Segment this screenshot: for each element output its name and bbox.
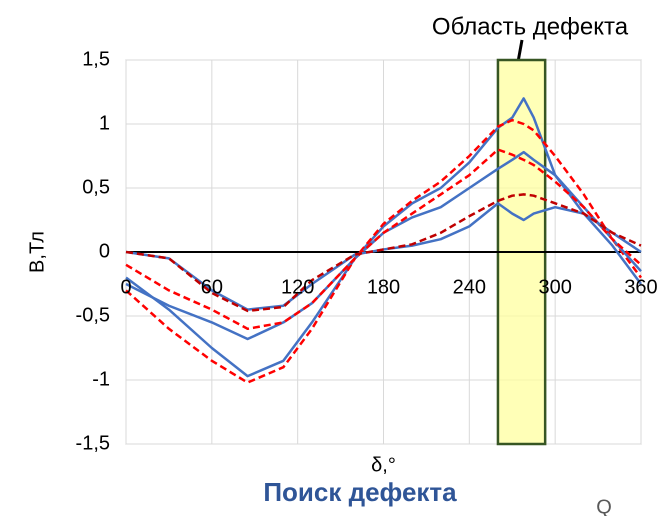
y-axis-label: В,Тл — [26, 231, 48, 273]
x-tick-label: 120 — [281, 276, 314, 298]
chart-title: Поиск дефекта — [263, 477, 457, 507]
x-tick-label: 180 — [367, 276, 400, 298]
series-line — [125, 148, 642, 331]
corner-text: Q — [596, 496, 612, 516]
y-tick-label: -1,5 — [76, 432, 110, 454]
x-tick-label: 300 — [538, 276, 571, 298]
x-tick-label: 60 — [201, 276, 223, 298]
annotation-marker — [516, 39, 524, 63]
y-tick-label: 0,5 — [82, 176, 110, 198]
y-tick-label: 1,5 — [82, 48, 110, 70]
y-tick-label: -1 — [92, 368, 110, 390]
x-tick-label: 360 — [624, 276, 657, 298]
annotation: Область дефекта — [432, 13, 629, 40]
x-tick-label: 240 — [453, 276, 486, 298]
y-tick-label: 0 — [99, 240, 110, 262]
x-tick-label: 0 — [120, 276, 131, 298]
x-axis-label: δ,° — [371, 454, 396, 476]
series-line — [125, 150, 642, 341]
y-tick-label: 1 — [99, 112, 110, 134]
y-tick-label: -0,5 — [76, 304, 110, 326]
series-line — [125, 193, 642, 313]
